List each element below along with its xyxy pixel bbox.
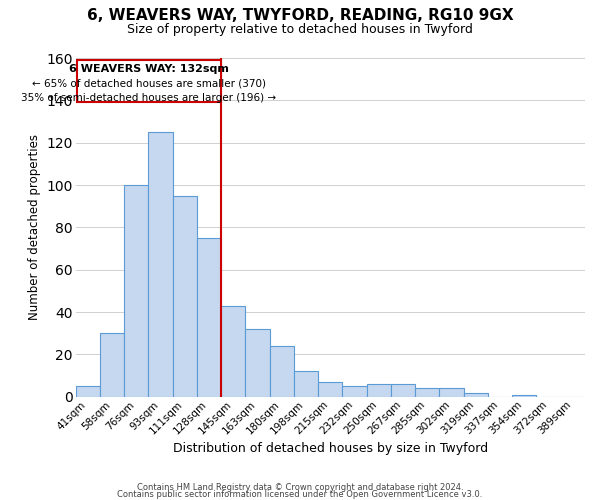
Bar bbox=[270, 346, 294, 397]
FancyBboxPatch shape bbox=[77, 60, 221, 102]
Y-axis label: Number of detached properties: Number of detached properties bbox=[28, 134, 41, 320]
Bar bbox=[512, 394, 536, 397]
Text: 6, WEAVERS WAY, TWYFORD, READING, RG10 9GX: 6, WEAVERS WAY, TWYFORD, READING, RG10 9… bbox=[86, 8, 514, 22]
Bar bbox=[343, 386, 367, 397]
Bar bbox=[148, 132, 173, 397]
Bar bbox=[221, 306, 245, 397]
Text: 35% of semi-detached houses are larger (196) →: 35% of semi-detached houses are larger (… bbox=[22, 92, 277, 102]
Bar bbox=[76, 386, 100, 397]
Bar bbox=[318, 382, 343, 397]
Text: Contains public sector information licensed under the Open Government Licence v3: Contains public sector information licen… bbox=[118, 490, 482, 499]
Bar bbox=[197, 238, 221, 397]
Bar bbox=[415, 388, 439, 397]
Bar bbox=[367, 384, 391, 397]
X-axis label: Distribution of detached houses by size in Twyford: Distribution of detached houses by size … bbox=[173, 442, 488, 455]
Bar bbox=[245, 329, 270, 397]
Text: 6 WEAVERS WAY: 132sqm: 6 WEAVERS WAY: 132sqm bbox=[69, 64, 229, 74]
Bar bbox=[124, 185, 148, 397]
Text: Size of property relative to detached houses in Twyford: Size of property relative to detached ho… bbox=[127, 22, 473, 36]
Bar bbox=[173, 196, 197, 397]
Text: Contains HM Land Registry data © Crown copyright and database right 2024.: Contains HM Land Registry data © Crown c… bbox=[137, 484, 463, 492]
Bar bbox=[464, 392, 488, 397]
Bar bbox=[391, 384, 415, 397]
Bar bbox=[439, 388, 464, 397]
Bar bbox=[294, 372, 318, 397]
Text: ← 65% of detached houses are smaller (370): ← 65% of detached houses are smaller (37… bbox=[32, 78, 266, 88]
Bar bbox=[100, 334, 124, 397]
